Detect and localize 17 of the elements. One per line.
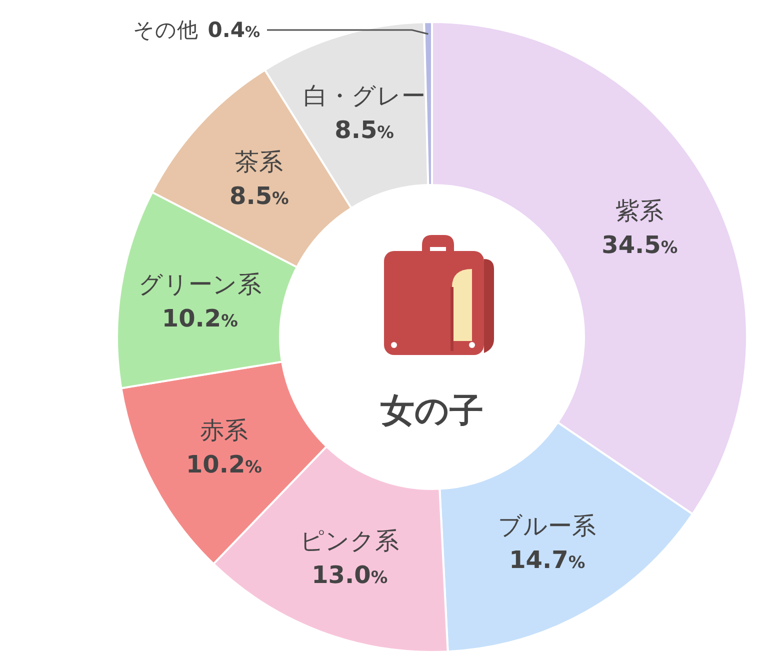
slice-label: 白・グレー: [303, 82, 426, 110]
slice-label: ピンク系: [300, 527, 400, 556]
data-label: 10.2%: [186, 450, 262, 478]
slice-label: その他: [132, 18, 198, 42]
slice-label: 紫系: [616, 197, 664, 226]
data-label: 8.5%: [334, 116, 394, 144]
slice-label: 赤系: [200, 416, 248, 444]
data-label: 10.2%: [162, 304, 238, 332]
data-label: 8.5%: [230, 182, 290, 210]
slice-label: グリーン系: [138, 270, 262, 298]
data-label: 34.5%: [602, 231, 678, 260]
data-label: 14.7%: [509, 546, 586, 574]
data-label: 0.4%: [208, 18, 260, 42]
data-label: 13.0%: [312, 561, 388, 590]
slice-label: ブルー系: [498, 512, 596, 540]
text: 女の子: [380, 391, 484, 431]
slice-label: 茶系: [235, 148, 284, 176]
